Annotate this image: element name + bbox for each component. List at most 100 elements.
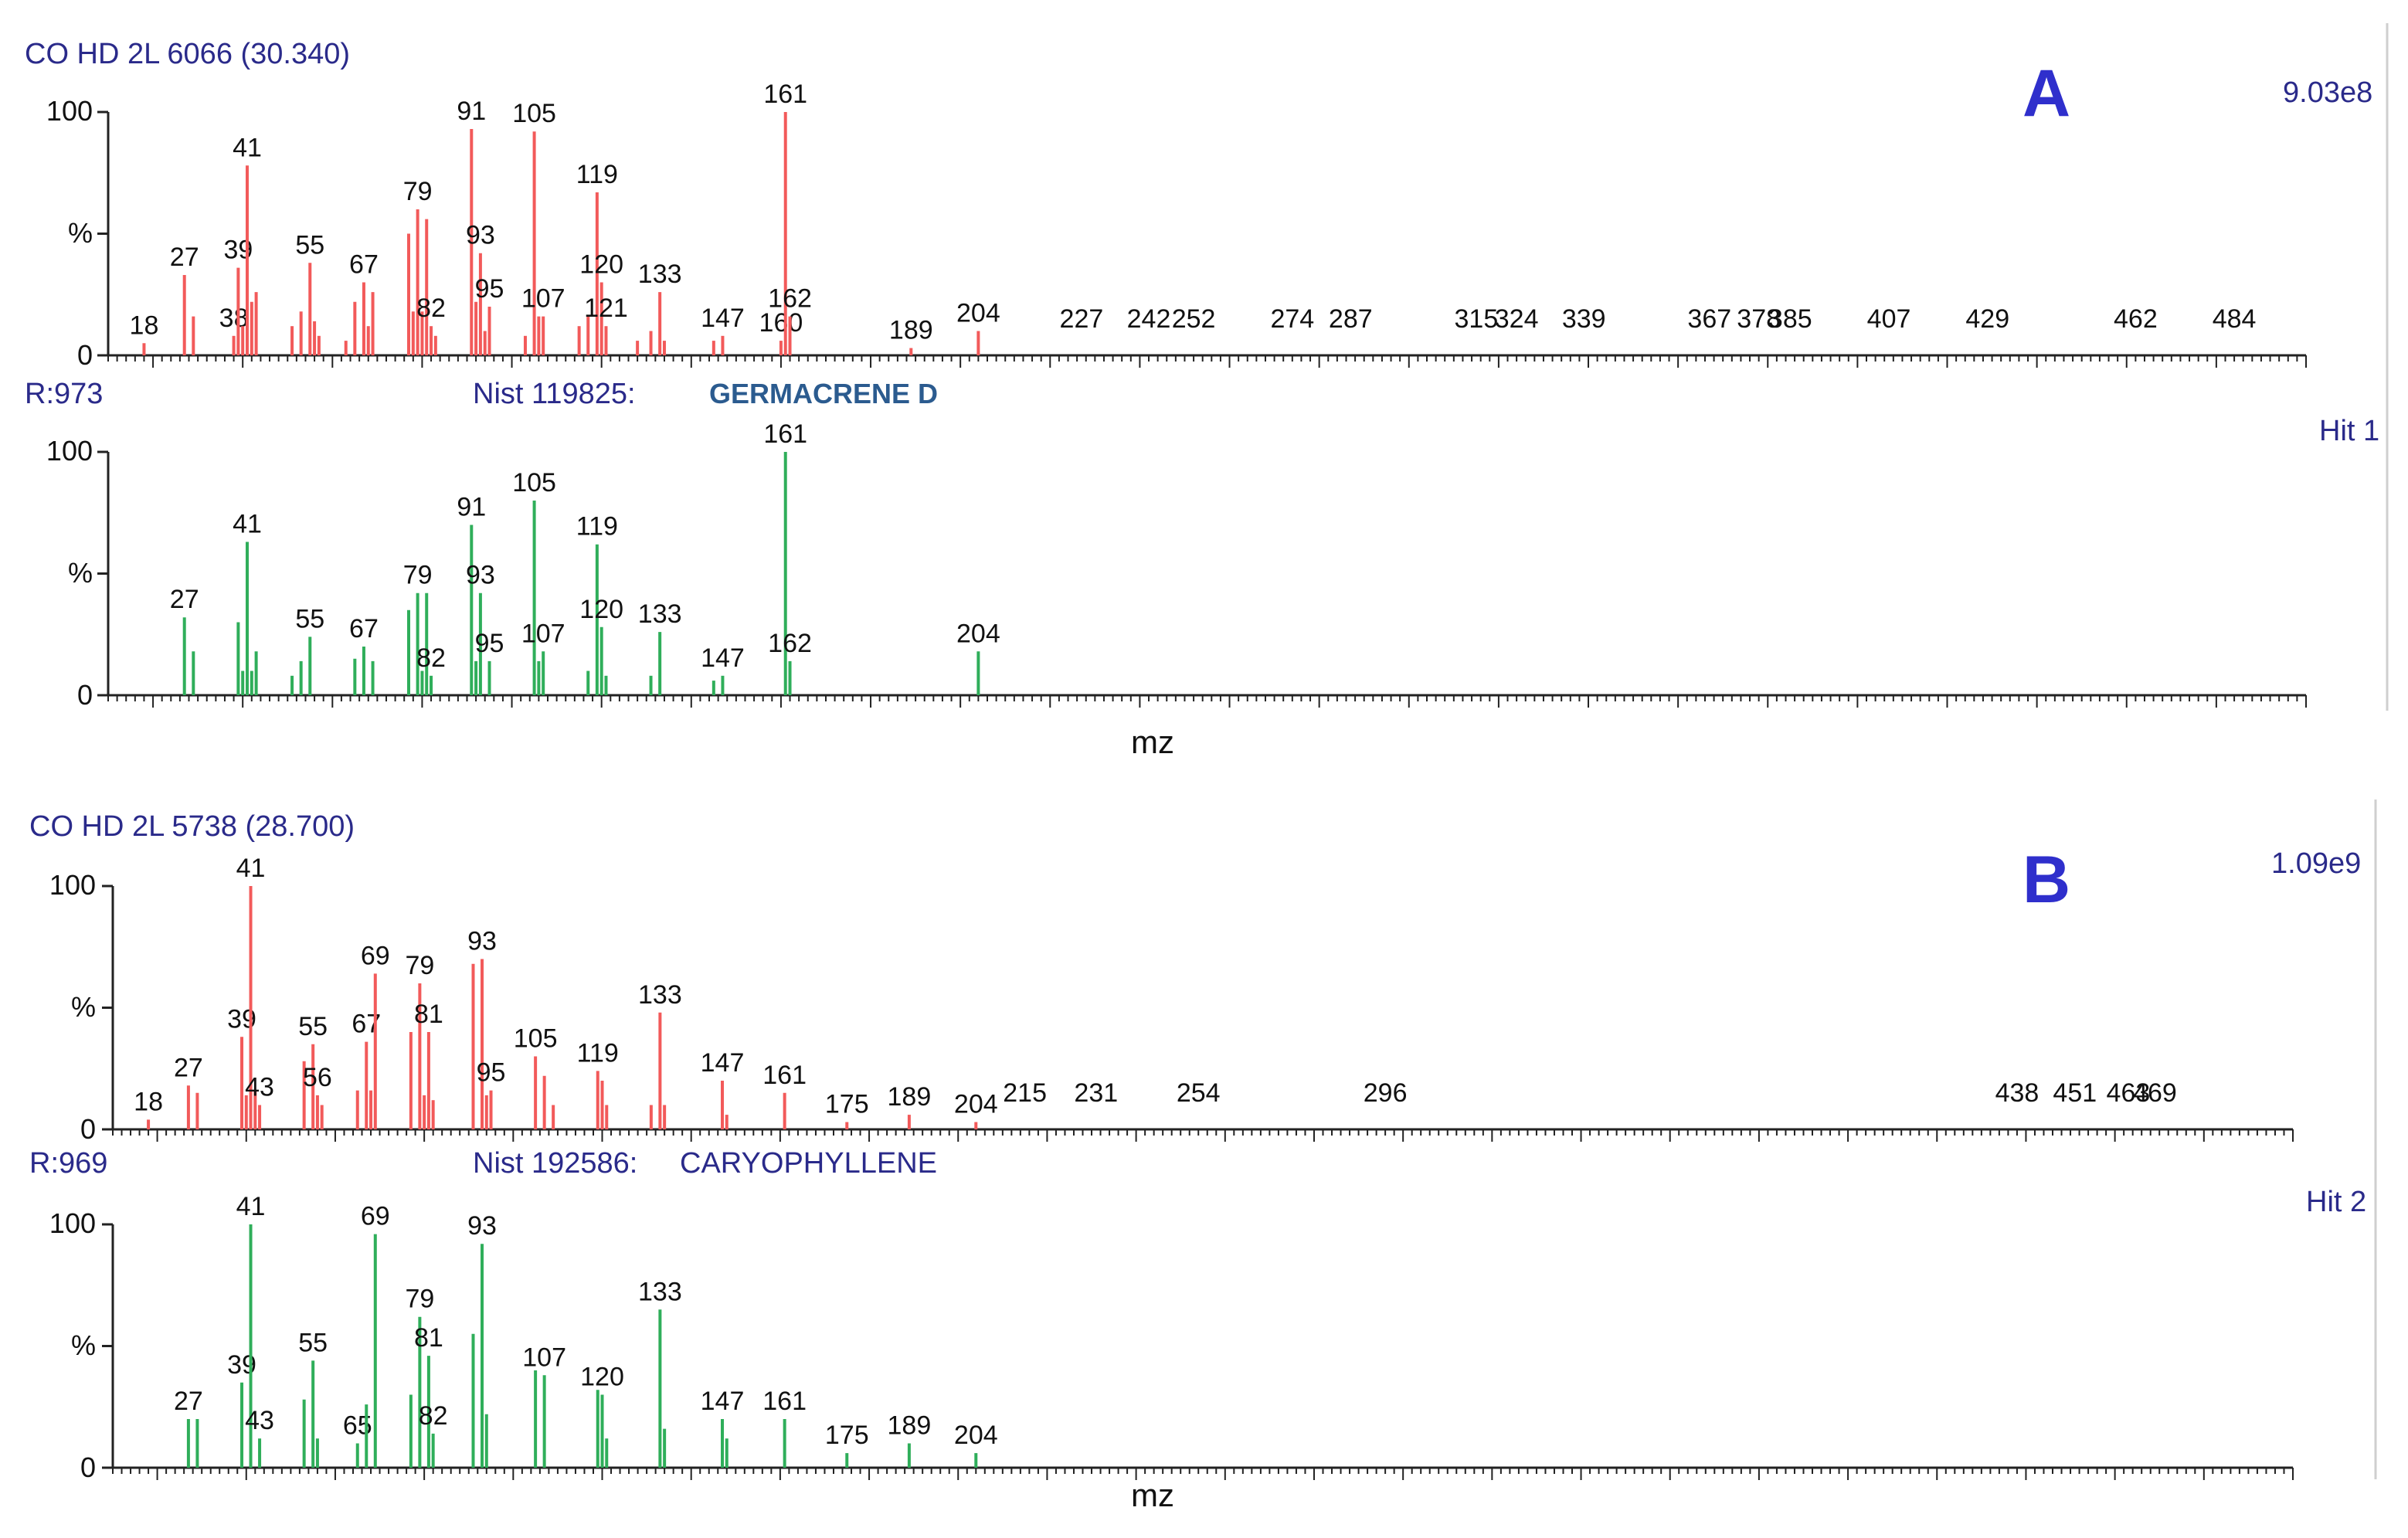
y-tick-0: 0 <box>80 1451 96 1483</box>
peak-label-mz-95: 95 <box>475 629 504 658</box>
panel-a-intensity: 9.03e8 <box>2283 76 2372 109</box>
y-tick-0: 0 <box>80 1113 96 1145</box>
peak-label-mz-189: 189 <box>888 1411 932 1441</box>
peak-label-mz-81: 81 <box>414 1000 443 1029</box>
peak-label-mz-161: 161 <box>762 1387 807 1416</box>
peak-label-mz-204: 204 <box>954 1421 998 1450</box>
peak-label-mz-161: 161 <box>762 1061 807 1090</box>
panel-b-compound-name: CARYOPHYLLENE <box>680 1147 937 1180</box>
x-axis-ticks <box>107 355 2307 368</box>
peak-label-mz-91: 91 <box>457 493 486 522</box>
panel-a-hit-label: Hit 1 <box>2319 415 2379 447</box>
peak-label-mz-18: 18 <box>130 311 159 340</box>
peak-label-mz-385: 385 <box>1768 304 1812 334</box>
panel-a-match-r: R:973 <box>25 378 103 410</box>
spectrum-plot-b-library: 100 % 0 27394143556569798182931071201331… <box>49 1192 2294 1483</box>
y-tick-percent: % <box>71 991 96 1023</box>
peak-label-mz-120: 120 <box>579 250 623 280</box>
peak-label-mz-93: 93 <box>466 221 495 250</box>
peak-label-mz-254: 254 <box>1177 1078 1221 1108</box>
peak-label-mz-95: 95 <box>477 1058 506 1088</box>
peak-label-mz-147: 147 <box>701 304 745 333</box>
peak-label-mz-339: 339 <box>1562 304 1606 334</box>
peak-label-mz-252: 252 <box>1172 304 1216 334</box>
peak-label-mz-93: 93 <box>467 1211 497 1241</box>
peak-label-mz-147: 147 <box>701 1048 745 1078</box>
peak-label-mz-67: 67 <box>349 614 379 643</box>
peak-label-mz-79: 79 <box>403 177 433 206</box>
peak-label-mz-56: 56 <box>303 1063 332 1092</box>
peak-label-mz-107: 107 <box>521 619 565 648</box>
peak-label-mz-175: 175 <box>825 1421 869 1450</box>
peak-label-mz-469: 469 <box>2133 1078 2177 1108</box>
panel-b-x-axis-label: mz <box>1131 1477 1174 1513</box>
peak-label-mz-107: 107 <box>522 1343 566 1372</box>
peak-label-mz-43: 43 <box>245 1073 274 1102</box>
peak-label-mz-463: 463 <box>2107 1078 2151 1108</box>
panel-a-compound-name: GERMACRENE D <box>709 378 938 409</box>
x-axis-ticks <box>112 1468 2294 1480</box>
peak-label-mz-133: 133 <box>638 260 682 289</box>
y-tick-100: 100 <box>49 869 96 901</box>
peak-label-mz-105: 105 <box>512 468 556 497</box>
peak-label-mz-161: 161 <box>763 80 807 109</box>
y-tick-0: 0 <box>77 339 93 371</box>
x-axis-ticks <box>107 695 2307 708</box>
peak-label-mz-162: 162 <box>768 629 812 658</box>
peak-label-mz-55: 55 <box>295 230 324 260</box>
peak-label-mz-204: 204 <box>956 619 1000 648</box>
panel-a-letter: A <box>2023 56 2070 131</box>
peak-label-mz-133: 133 <box>638 1277 682 1306</box>
y-tick-100: 100 <box>46 95 93 127</box>
peak-label-mz-41: 41 <box>233 133 262 162</box>
x-axis-ticks <box>112 1129 2294 1142</box>
peak-label-mz-121: 121 <box>584 294 628 323</box>
peak-label-mz-160: 160 <box>759 308 803 338</box>
peak-label-mz-242: 242 <box>1127 304 1171 334</box>
peak-label-mz-18: 18 <box>134 1087 163 1116</box>
y-tick-percent: % <box>71 1329 96 1361</box>
peak-label-mz-119: 119 <box>577 1038 619 1068</box>
peak-label-mz-438: 438 <box>1995 1078 2039 1108</box>
peak-label-mz-274: 274 <box>1270 304 1314 334</box>
peak-label-mz-215: 215 <box>1003 1078 1047 1108</box>
peak-label-mz-105: 105 <box>514 1024 558 1054</box>
y-tick-percent: % <box>68 557 93 589</box>
peak-label-mz-93: 93 <box>467 927 497 956</box>
peak-label-mz-105: 105 <box>512 99 556 128</box>
peak-label-mz-27: 27 <box>170 585 199 614</box>
peak-label-mz-189: 189 <box>888 1082 932 1112</box>
peak-label-mz-43: 43 <box>245 1406 274 1435</box>
peak-label-mz-79: 79 <box>403 561 433 590</box>
y-tick-0: 0 <box>77 679 93 711</box>
y-tick-100: 100 <box>46 435 93 467</box>
peak-label-mz-120: 120 <box>580 1363 624 1392</box>
peak-label-mz-378: 378 <box>1737 304 1781 334</box>
peak-label-mz-315: 315 <box>1455 304 1499 334</box>
peak-label-mz-69: 69 <box>361 1202 390 1231</box>
peak-label-mz-95: 95 <box>475 274 504 304</box>
peak-label-mz-120: 120 <box>579 595 623 624</box>
peak-label-mz-55: 55 <box>295 604 324 633</box>
peak-label-mz-119: 119 <box>576 160 618 189</box>
peak-label-mz-462: 462 <box>2114 304 2158 334</box>
panel-b-letter: B <box>2023 843 2070 917</box>
peak-label-mz-79: 79 <box>405 951 434 980</box>
peak-label-mz-41: 41 <box>233 510 262 539</box>
peak-label-mz-119: 119 <box>576 512 618 542</box>
peak-label-mz-82: 82 <box>416 643 446 673</box>
peak-label-mz-296: 296 <box>1364 1078 1408 1108</box>
panel-b-nist-id: Nist 192586: <box>473 1147 637 1180</box>
peak-label-mz-133: 133 <box>638 599 682 629</box>
panel-b-intensity: 1.09e9 <box>2271 847 2361 880</box>
peak-label-mz-27: 27 <box>174 1387 203 1416</box>
peak-label-mz-287: 287 <box>1329 304 1373 334</box>
peak-label-mz-451: 451 <box>2053 1078 2097 1108</box>
peak-label-mz-67: 67 <box>349 250 379 280</box>
peak-label-mz-81: 81 <box>414 1323 443 1353</box>
peak-label-mz-69: 69 <box>361 941 390 970</box>
peak-label-mz-79: 79 <box>405 1285 434 1314</box>
peak-label-mz-367: 367 <box>1687 304 1731 334</box>
panel-a-nist-id: Nist 119825: <box>473 378 636 410</box>
